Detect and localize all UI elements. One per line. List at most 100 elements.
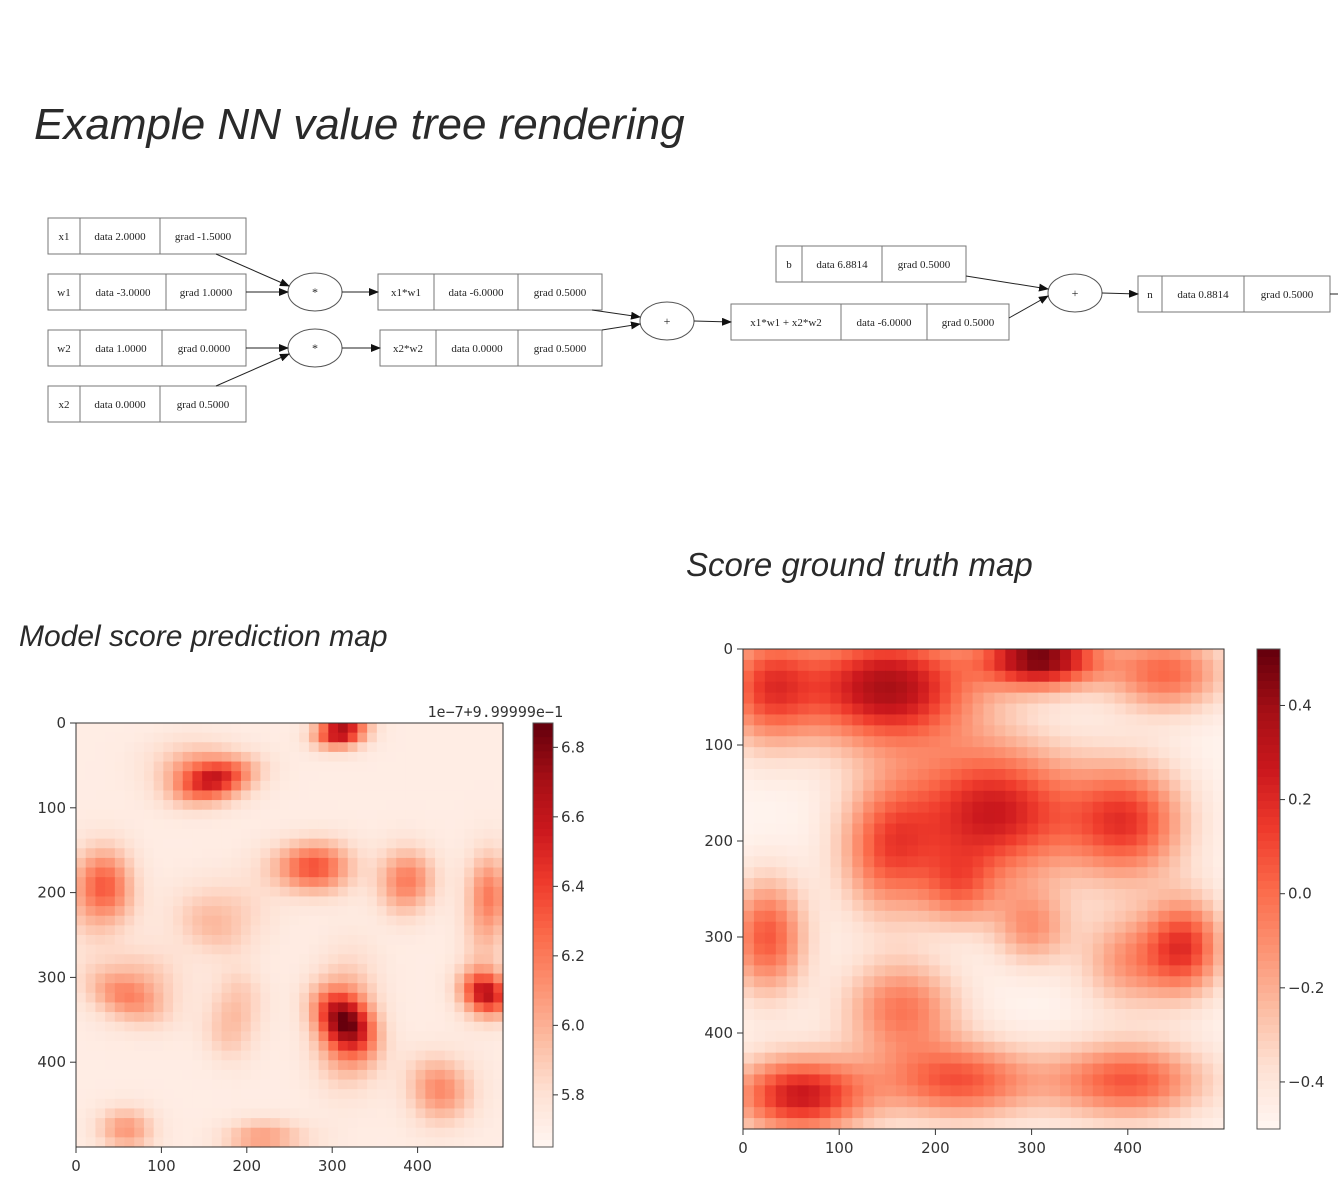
heatmap-cell	[994, 823, 1006, 836]
heatmap-cell	[192, 944, 203, 955]
heatmap-cell	[1169, 899, 1181, 912]
heatmap-cell	[357, 925, 368, 936]
heatmap-cell	[473, 1060, 485, 1071]
heatmap-cell	[939, 1009, 952, 1021]
heatmap-cell	[376, 896, 388, 907]
heatmap-cell	[1060, 1063, 1072, 1076]
heatmap-cell	[308, 944, 320, 955]
heatmap-cell	[917, 779, 930, 792]
heatmap-cell	[1136, 659, 1149, 672]
heatmap-cell	[1147, 910, 1160, 923]
heatmap-cell	[454, 723, 465, 734]
heatmap-cell	[1158, 758, 1170, 770]
heatmap-cell	[105, 800, 116, 811]
heatmap-cell	[240, 761, 252, 772]
heatmap-cell	[124, 819, 135, 830]
heatmap-cell	[153, 771, 164, 782]
heatmap-cell	[1114, 823, 1127, 836]
heatmap-cell	[347, 1002, 359, 1013]
heatmap-cell	[231, 992, 242, 1004]
heatmap-cell	[841, 714, 853, 726]
heatmap-cell	[396, 761, 407, 772]
heatmap-cell	[240, 1069, 252, 1081]
heatmap-cell	[493, 1089, 504, 1100]
heatmap-cell	[1191, 943, 1203, 956]
heatmap-cell	[830, 1074, 842, 1086]
heatmap-cell	[405, 848, 417, 859]
heatmap-cell	[260, 1002, 271, 1013]
heatmap-cell	[240, 857, 252, 869]
heatmap-cell	[874, 834, 886, 846]
heatmap-cell	[192, 1041, 203, 1052]
heatmap-cell	[1191, 954, 1203, 966]
node-b-cell	[775, 245, 803, 283]
heatmap-cell	[1147, 867, 1160, 879]
heatmap-cell	[95, 944, 106, 955]
heatmap-cell	[163, 944, 174, 955]
y-tick-label: 300	[704, 928, 733, 946]
heatmap-cell	[1016, 649, 1028, 661]
heatmap-cell	[435, 1002, 446, 1013]
heatmap-cell	[105, 1031, 116, 1042]
heatmap-cell	[328, 1050, 339, 1061]
heatmap-cell	[852, 1052, 864, 1065]
heatmap-cell	[928, 1030, 941, 1043]
heatmap-cell	[173, 915, 184, 926]
heatmap-cell	[338, 1050, 349, 1061]
heatmap-cell	[386, 1021, 397, 1032]
heatmap-cell	[376, 925, 388, 936]
heatmap-cell	[1191, 725, 1203, 737]
colorbar-segment	[1257, 897, 1280, 906]
heatmap-cell	[1213, 1096, 1225, 1108]
heatmap-cell	[143, 751, 155, 763]
heatmap-cell	[797, 736, 810, 748]
heatmap-cell	[1213, 889, 1225, 901]
heatmap-cell	[1114, 943, 1127, 956]
heatmap-cell	[1213, 856, 1225, 868]
heatmap-cell	[357, 1031, 368, 1042]
heatmap-cell	[163, 1098, 174, 1110]
colorbar-segment	[533, 920, 553, 929]
heatmap-cell	[775, 1074, 788, 1086]
heatmap-cell	[153, 819, 164, 830]
heatmap-cell	[367, 800, 378, 811]
heatmap-cell	[1114, 1118, 1127, 1130]
heatmap-cell	[124, 1060, 135, 1071]
heatmap-cell	[819, 703, 832, 716]
heatmap-cell	[1103, 965, 1116, 977]
heatmap-cell	[797, 878, 810, 890]
heatmap-cell	[961, 1074, 974, 1086]
heatmap-cell	[202, 723, 213, 734]
heatmap-cell	[1027, 1063, 1039, 1076]
heatmap-cell	[1191, 649, 1203, 661]
heatmap-cell	[1081, 943, 1094, 956]
heatmap-cell	[1060, 910, 1072, 923]
heatmap-cell	[830, 747, 842, 759]
heatmap-cell	[347, 771, 359, 782]
heatmap-cell	[279, 838, 291, 849]
heatmap-cell	[1158, 910, 1170, 923]
heatmap-cell	[279, 819, 291, 830]
heatmap-cell	[396, 780, 407, 792]
heatmap-cell	[308, 857, 320, 869]
heatmap-cell	[1202, 910, 1214, 923]
heatmap-cell	[874, 1074, 886, 1086]
heatmap-cell	[874, 670, 886, 683]
heatmap-cell	[308, 867, 320, 878]
heatmap-cell	[994, 954, 1006, 966]
heatmap-cell	[483, 819, 494, 830]
heatmap-cell	[1103, 736, 1116, 748]
heatmap-cell	[289, 742, 300, 753]
heatmap-cell	[1136, 736, 1149, 748]
heatmap-cell	[1213, 801, 1225, 814]
heatmap-cell	[396, 906, 407, 917]
heatmap-cell	[444, 954, 456, 965]
heatmap-cell	[493, 954, 504, 965]
heatmap-cell	[299, 954, 310, 965]
heatmap-cell	[1038, 736, 1050, 748]
heatmap-cell	[753, 845, 766, 857]
heatmap-cell	[473, 896, 485, 907]
heatmap-cell	[1070, 736, 1083, 748]
heatmap-cell	[1125, 1107, 1138, 1119]
heatmap-cell	[250, 1050, 261, 1061]
